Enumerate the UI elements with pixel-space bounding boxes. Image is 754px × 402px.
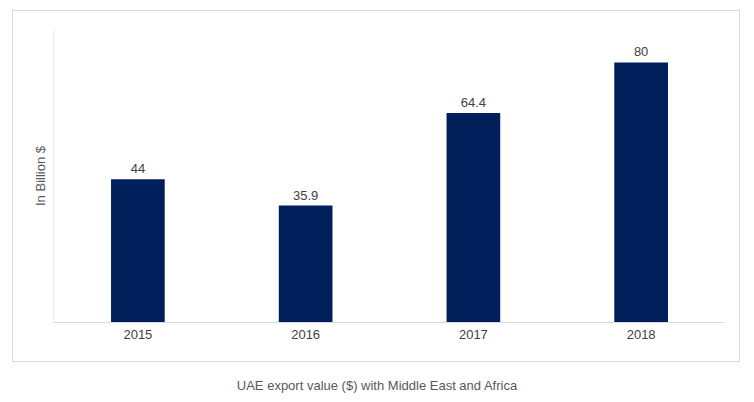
svg-text:2016: 2016 xyxy=(291,327,320,342)
svg-text:UAE export value ($) with Midd: UAE export value ($) with Middle East an… xyxy=(237,378,518,393)
svg-text:2017: 2017 xyxy=(459,327,488,342)
svg-text:64.4: 64.4 xyxy=(461,95,486,110)
svg-text:2015: 2015 xyxy=(123,327,152,342)
svg-text:44: 44 xyxy=(131,161,145,176)
svg-text:80: 80 xyxy=(634,44,648,59)
svg-text:35.9: 35.9 xyxy=(293,188,318,203)
svg-text:In Billion $: In Billion $ xyxy=(33,145,48,206)
svg-text:2018: 2018 xyxy=(627,327,656,342)
